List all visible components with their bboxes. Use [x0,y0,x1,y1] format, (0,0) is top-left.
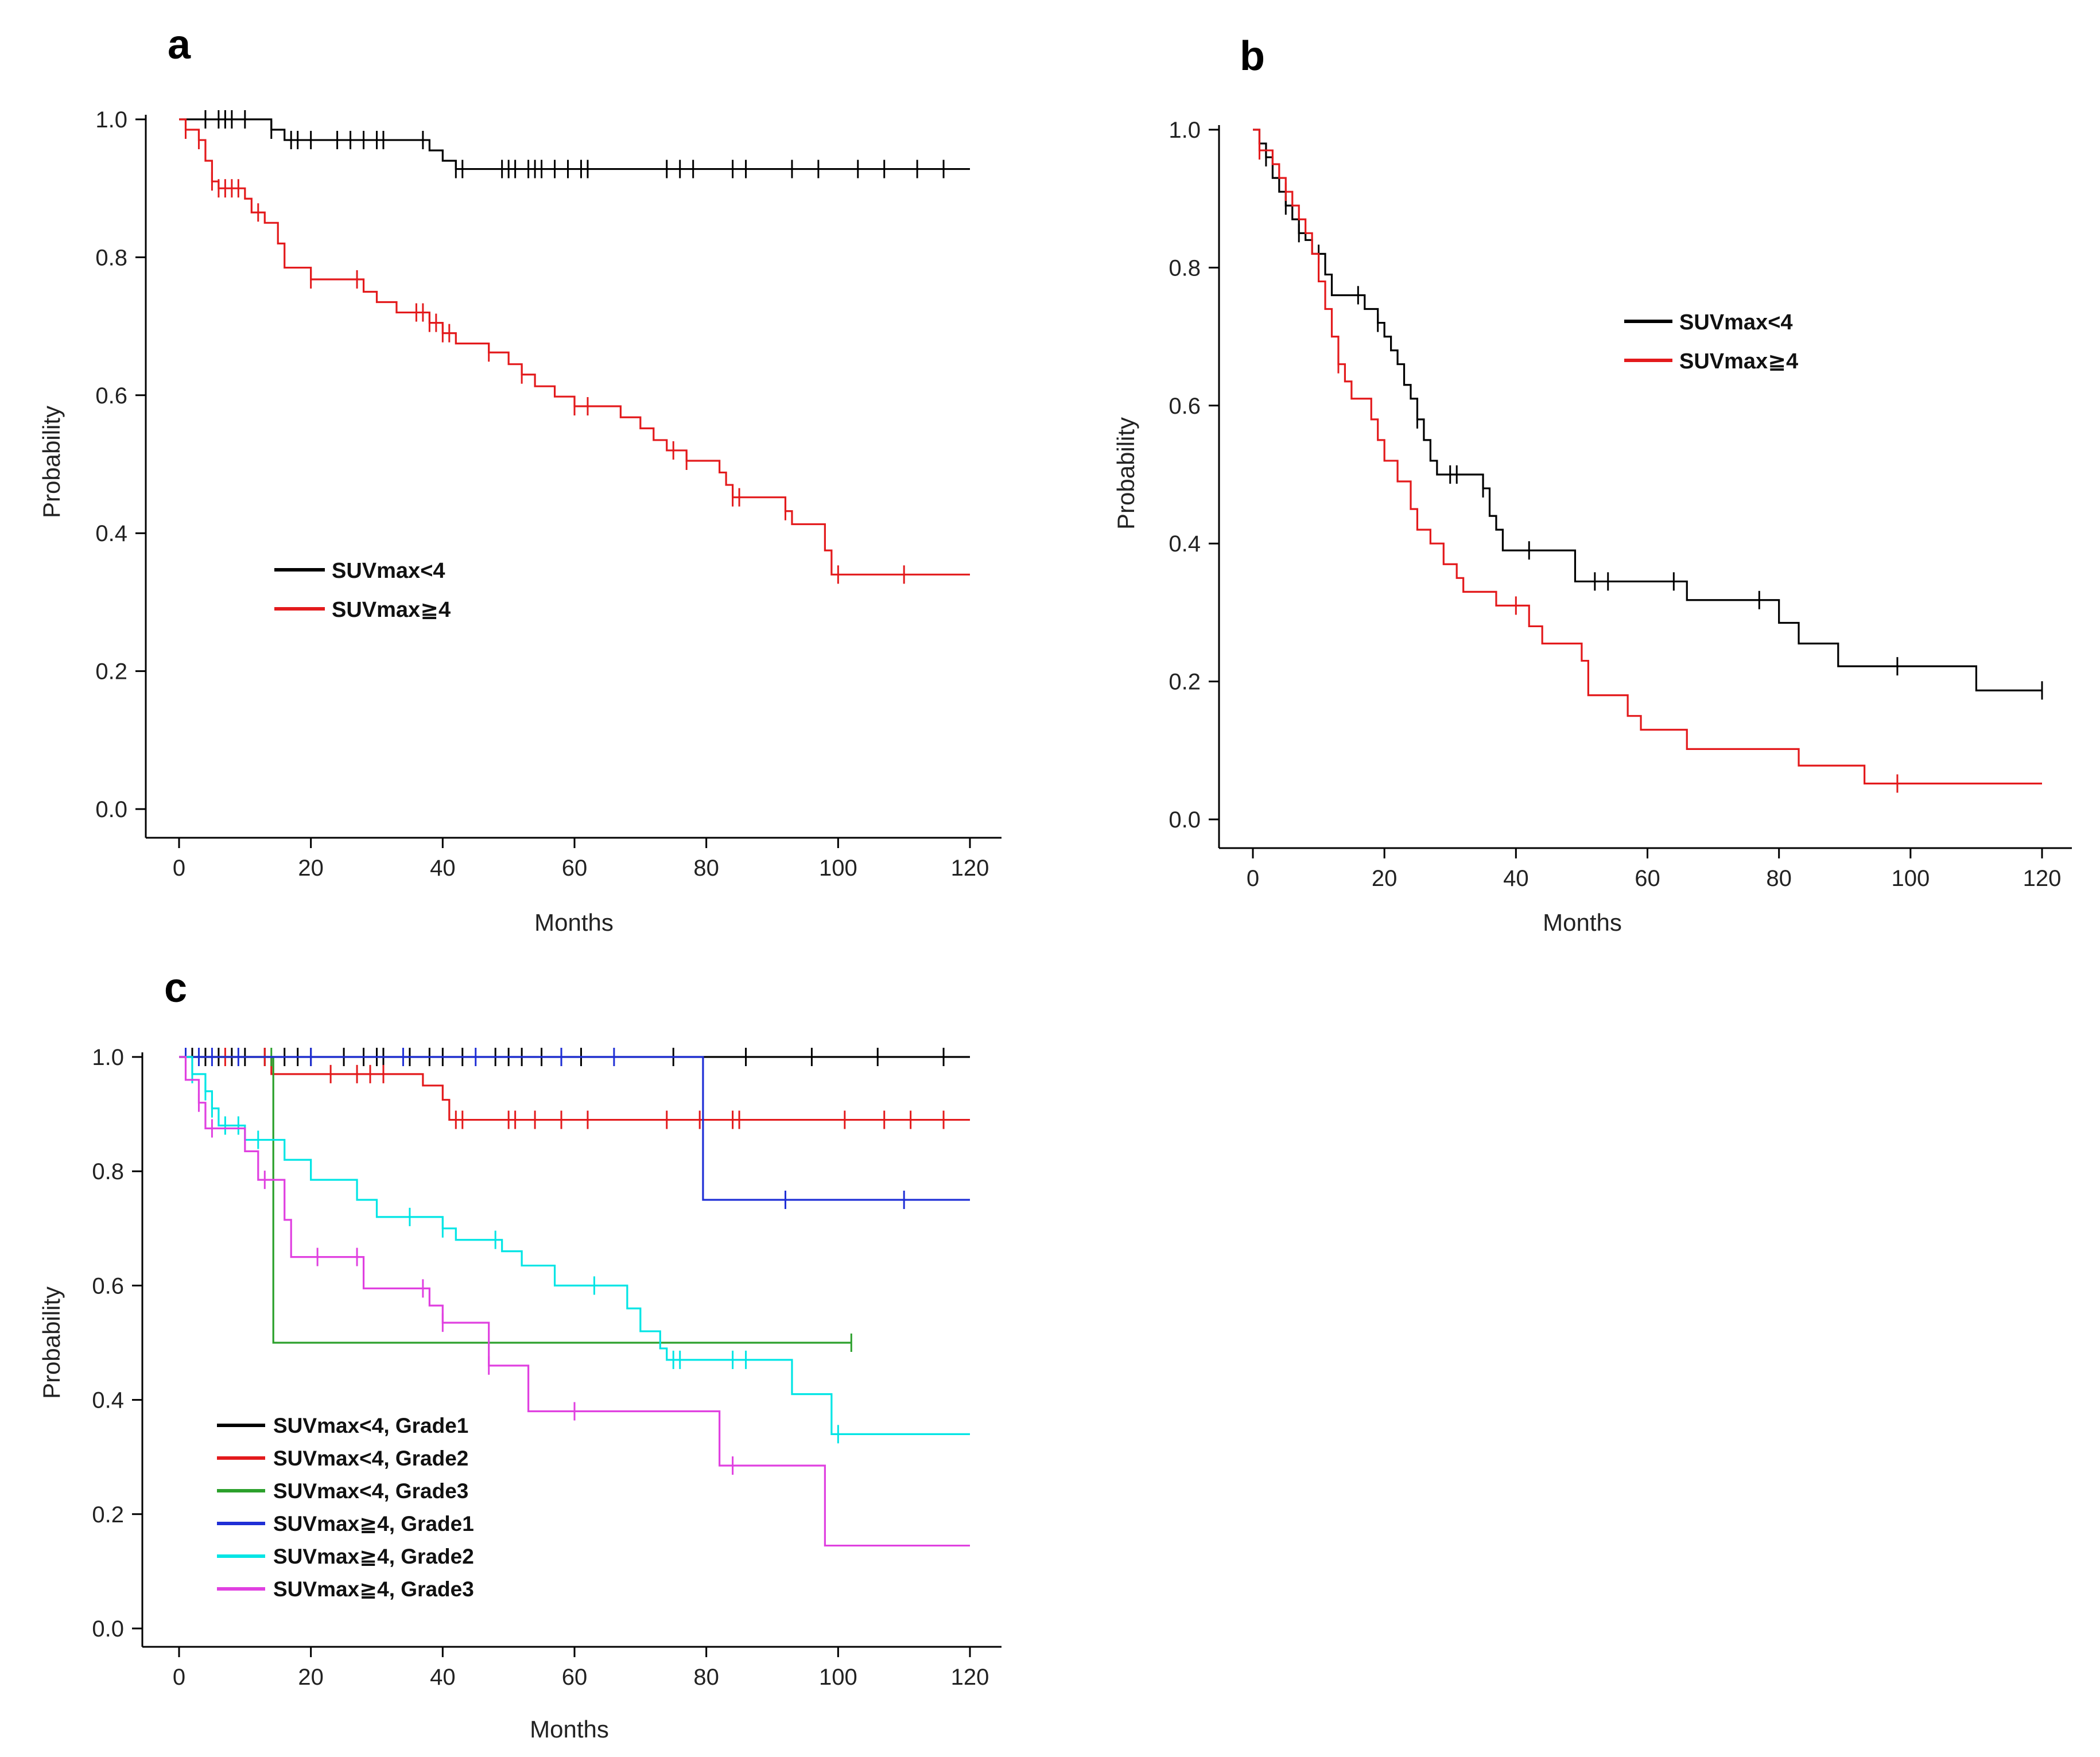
x-tick-label: 120 [951,1665,989,1690]
legend-label: SUVmax<4 [1679,310,1793,335]
x-tick-label: 60 [1635,866,1660,891]
x-tick-label: 100 [1891,866,1930,891]
survival-curve-2 [1253,129,2042,785]
y-tick-label: 0.6 [1169,394,1201,419]
x-tick-label: 20 [298,856,324,881]
x-tick-label: 100 [819,856,857,881]
legend-label: SUVmax≧4, Grade2 [273,1545,474,1568]
x-tick-label: 20 [1372,866,1398,891]
y-tick-label: 1.0 [1169,118,1201,143]
y-tick-label: 1.0 [92,1045,124,1070]
x-tick-label: 120 [951,856,989,881]
survival-curve-1 [1253,129,2042,691]
x-tick-label: 0 [173,1665,185,1690]
x-tick-label: 20 [298,1665,324,1690]
y-tick-label: 0.0 [95,797,127,822]
x-tick-label: 40 [1503,866,1529,891]
legend-label: SUVmax≧4, Grade3 [273,1577,474,1601]
y-tick-label: 0.4 [92,1388,124,1413]
y-tick-label: 0.4 [1169,531,1201,557]
legend: SUVmax<4, Grade1 SUVmax<4, Grade2 SUVmax… [217,1414,474,1601]
legend-label: SUVmax≧4 [332,598,451,622]
x-tick-label: 80 [1766,866,1792,891]
panel-label: a [168,22,191,68]
y-axis-title: Probability [38,406,65,518]
legend-label: SUVmax<4 [332,559,445,583]
y-tick-label: 0.0 [92,1616,124,1642]
legend: SUVmax<4 SUVmax≧4 [1624,310,1798,374]
y-tick-label: 0.2 [1169,670,1201,695]
y-tick-label: 0.6 [92,1273,124,1299]
y-tick-label: 0.8 [1169,255,1201,281]
x-tick-label: 120 [2023,866,2062,891]
y-tick-label: 0.2 [92,1502,124,1527]
legend-label: SUVmax<4, Grade3 [273,1479,468,1503]
legend-label: SUVmax<4, Grade2 [273,1447,468,1470]
y-tick-label: 1.0 [95,107,127,133]
y-tick-label: 0.4 [95,521,127,546]
survival-curve-5 [179,1056,970,1435]
legend-label: SUVmax≧4, Grade1 [273,1512,474,1536]
x-axis-title: Months [530,1716,609,1743]
y-tick-label: 0.2 [95,659,127,685]
panel-c: c Probability Months 0.0 0.2 0.4 0.6 0.8 1.0 0… [38,965,1002,1743]
legend-label: SUVmax≧4 [1679,349,1798,374]
y-tick-label: 0.8 [92,1159,124,1184]
survival-curve-6 [179,1056,970,1547]
x-tick-label: 60 [562,856,588,881]
x-tick-label: 80 [693,1665,719,1690]
x-tick-label: 100 [819,1665,857,1690]
y-tick-label: 0.8 [95,245,127,270]
y-tick-label: 0.6 [95,383,127,409]
legend: SUVmax<4 SUVmax≧4 [274,559,451,622]
y-axis-title: Probability [1112,417,1139,530]
y-tick-label: 0.0 [1169,807,1201,833]
survival-curve-4 [179,1056,970,1201]
panel-b: b Probability Months 0.0 0.2 0.4 0.6 0.8 1.0 0… [1112,33,2072,936]
x-tick-label: 40 [430,1665,456,1690]
legend-label: SUVmax<4, Grade1 [273,1414,468,1437]
x-tick-label: 40 [430,856,456,881]
panel-label: b [1240,33,1265,79]
x-axis-title: Months [534,909,614,936]
panel-a: a Probability Months 0.0 0.2 0.4 0.6 0.8 1.0 0… [38,22,1002,936]
x-tick-label: 60 [562,1665,588,1690]
x-tick-label: 0 [173,856,185,881]
x-tick-label: 0 [1247,866,1259,891]
y-axis-title: Probability [38,1286,65,1399]
x-axis-title: Months [1543,909,1622,936]
panel-label: c [164,965,187,1011]
x-tick-label: 80 [693,856,719,881]
